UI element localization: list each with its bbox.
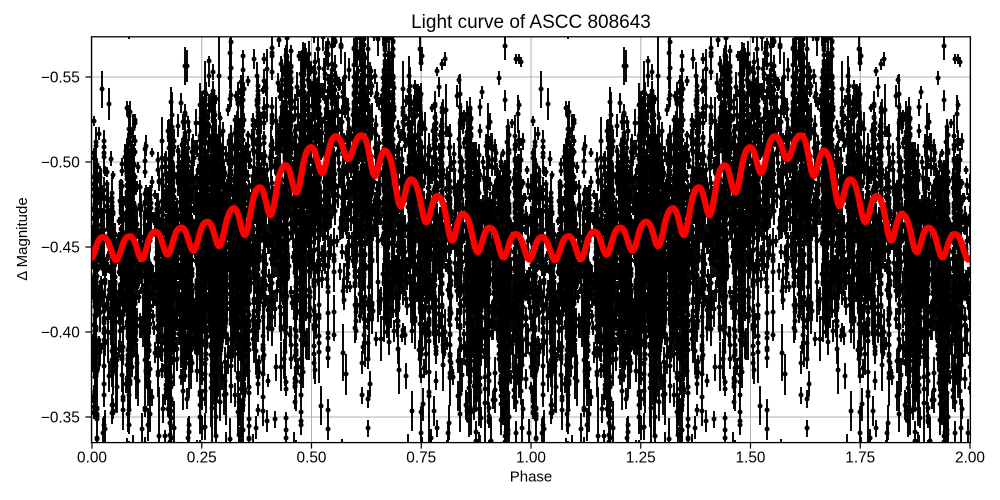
svg-text:Light curve of ASCC 808643: Light curve of ASCC 808643	[411, 12, 651, 33]
svg-text:1.50: 1.50	[736, 450, 766, 467]
svg-text:−0.55: −0.55	[41, 69, 80, 86]
svg-text:2.00: 2.00	[955, 450, 985, 467]
svg-text:Phase: Phase	[510, 469, 553, 486]
svg-text:Δ Magnitude: Δ Magnitude	[14, 197, 31, 280]
svg-text:−0.45: −0.45	[41, 239, 80, 256]
svg-text:1.25: 1.25	[626, 450, 656, 467]
svg-text:−0.35: −0.35	[41, 409, 80, 426]
svg-text:1.00: 1.00	[516, 450, 546, 467]
svg-text:−0.40: −0.40	[41, 324, 80, 341]
svg-text:0.25: 0.25	[187, 450, 217, 467]
svg-text:0.50: 0.50	[297, 450, 327, 467]
svg-text:0.75: 0.75	[406, 450, 436, 467]
svg-text:0.00: 0.00	[77, 450, 107, 467]
svg-text:1.75: 1.75	[845, 450, 875, 467]
svg-text:−0.50: −0.50	[41, 154, 80, 171]
